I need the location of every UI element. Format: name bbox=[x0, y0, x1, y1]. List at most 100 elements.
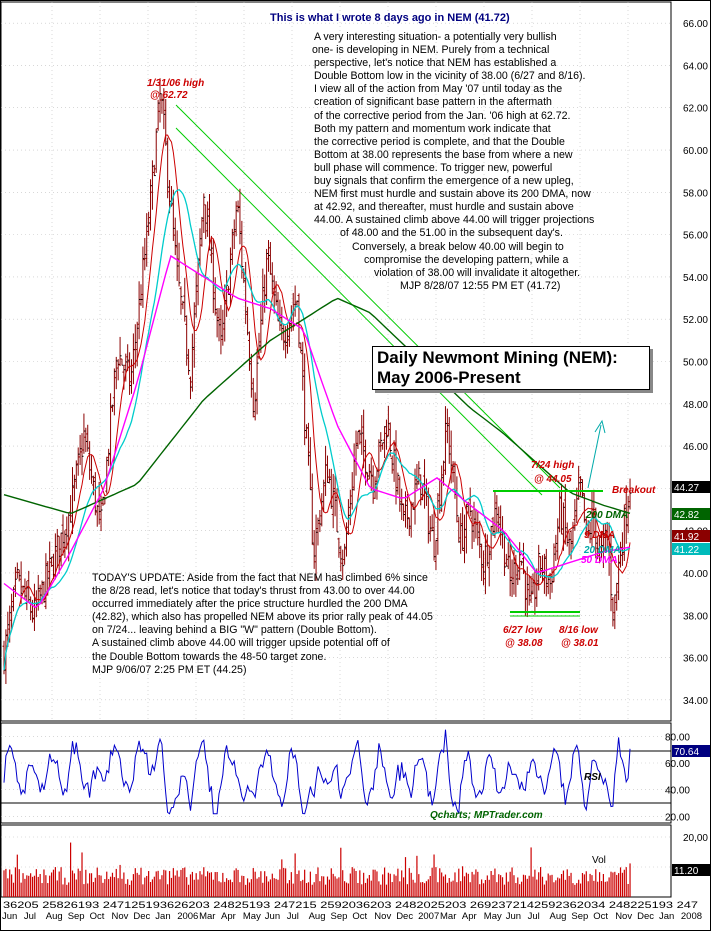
dma200-label: 200 DMA bbox=[585, 510, 628, 521]
x-month-label: 2008 bbox=[681, 911, 702, 922]
credit-label: Qcharts; MPTrader.com bbox=[430, 810, 543, 821]
commentary-line: one- is developing in NEM. Purely from a… bbox=[312, 44, 550, 57]
tag-last: 44.27 bbox=[674, 483, 699, 494]
price-tick-label: 50.00 bbox=[683, 358, 708, 369]
projection-arrow bbox=[587, 419, 606, 489]
x-month-label: Jun bbox=[2, 911, 17, 922]
dma50-label: 50 DMA bbox=[581, 555, 618, 566]
commentary-line: creation of significant base pattern in … bbox=[314, 96, 552, 109]
x-month-label: Apr bbox=[462, 911, 477, 922]
low-627-label-1: 6/27 low bbox=[503, 625, 543, 636]
dma50-line bbox=[3, 254, 631, 609]
right-tags: 44.27 42.82 41.92 41.22 bbox=[672, 481, 710, 556]
commentary-line: MJP 8/28/07 12:55 PM ET (41.72) bbox=[400, 279, 561, 292]
price-tick-label: 66.00 bbox=[683, 19, 708, 30]
commentary-line: Conversely, a break below 40.00 will beg… bbox=[352, 240, 564, 253]
dma9-line bbox=[3, 134, 631, 671]
trendline-lower bbox=[175, 127, 543, 496]
x-month-label: Aug bbox=[550, 911, 567, 922]
high-724-label-1: 7/24 high bbox=[531, 460, 574, 471]
commentary-line: 44.00. A sustained climb above 44.00 wil… bbox=[314, 214, 595, 227]
commentary-line: A very interesting situation- a potentia… bbox=[314, 31, 557, 43]
update-block: TODAY'S UPDATE: Aside from the fact that… bbox=[92, 572, 512, 677]
x-month-label: Jan bbox=[155, 911, 170, 922]
x-day-labels: 36205 25826193 247125193626203 24825193 … bbox=[3, 900, 698, 911]
price-tick-label: 62.00 bbox=[683, 104, 708, 115]
price-tick-label: 56.00 bbox=[683, 231, 708, 242]
x-month-label: Jul bbox=[24, 911, 36, 922]
tag-dma200: 42.82 bbox=[674, 510, 699, 521]
vol-label: Vol bbox=[592, 855, 606, 866]
high-724-label-2: @ 44.05 bbox=[534, 474, 572, 485]
low-816-label-1: 8/16 low bbox=[559, 625, 599, 636]
commentary-line: perspective, let's notice that NEM has e… bbox=[314, 57, 557, 70]
price-tick-label: 64.00 bbox=[683, 61, 708, 72]
commentary-line: Bottom at 38.00 represents the base from… bbox=[314, 148, 573, 161]
price-tick-label: 48.00 bbox=[683, 400, 708, 411]
x-month-label: May bbox=[484, 911, 502, 922]
x-month-label: Jul bbox=[287, 911, 299, 922]
x-month-label: Jul bbox=[528, 911, 540, 922]
rsi-tick-label: 20.00 bbox=[665, 812, 690, 823]
rsi-line bbox=[3, 729, 631, 815]
x-month-label: Jan bbox=[659, 911, 674, 922]
commentary-line: Double Bottom low in the vicinity of 38.… bbox=[314, 70, 586, 83]
chart-title: Daily Newmont Mining (NEM): May 2006-Pre… bbox=[372, 346, 650, 390]
update-line: the 8/28 read, let's notice that today's… bbox=[92, 585, 415, 598]
tag-dma20: 41.22 bbox=[674, 545, 699, 556]
update-line: on 7/24... leaving behind a BIG "W" patt… bbox=[92, 624, 377, 637]
price-tick-label: 58.00 bbox=[683, 188, 708, 199]
price-tick-label: 46.00 bbox=[683, 442, 708, 453]
volume-bars bbox=[3, 842, 631, 897]
rsi-label: RSI bbox=[584, 772, 601, 783]
tag-rsi: 70.64 bbox=[674, 747, 699, 758]
x-month-label: Oct bbox=[593, 911, 608, 922]
low-627-label-2: @ 38.08 bbox=[505, 638, 543, 649]
commentary-line: of the corrective period from the Jan. '… bbox=[314, 109, 571, 122]
x-month-labels: Jun Jul Aug Sep Oct Nov Dec Jan 2006 Mar Apr May Jun… bbox=[2, 911, 702, 922]
rsi-tick-label: 40.00 bbox=[665, 786, 690, 797]
price-tick-label: 36.00 bbox=[683, 654, 708, 665]
price-tick-label: 40.00 bbox=[683, 569, 708, 580]
x-month-label: Dec bbox=[133, 911, 150, 922]
x-month-label: Oct bbox=[90, 911, 105, 922]
rsi-tick-label: 60.00 bbox=[665, 759, 690, 770]
moving-averages bbox=[3, 134, 631, 671]
dma200-line bbox=[3, 297, 631, 514]
x-month-label: Sep bbox=[68, 911, 85, 922]
rsi-axis: 20.00 40.00 60.00 80.00 bbox=[665, 732, 690, 823]
x-month-label: Nov bbox=[374, 911, 391, 922]
price-tick-label: 54.00 bbox=[683, 273, 708, 284]
update-line: (42.82), which also has propelled NEM ab… bbox=[92, 611, 433, 624]
tag-dma9: 41.92 bbox=[674, 532, 699, 543]
header-title: This is what I wrote 8 days ago in NEM (… bbox=[270, 12, 510, 24]
dma20-label: 20 DMA bbox=[583, 545, 621, 556]
commentary-line: of 48.00 and the 51.00 in the subsequent… bbox=[340, 227, 563, 240]
x-month-label: May bbox=[243, 911, 261, 922]
x-month-label: Sep bbox=[571, 911, 588, 922]
x-month-label: Oct bbox=[352, 911, 367, 922]
x-month-label: Dec bbox=[396, 911, 413, 922]
x-month-label: Aug bbox=[46, 911, 63, 922]
x-month-label: Aug bbox=[309, 911, 326, 922]
price-tick-label: 60.00 bbox=[683, 146, 708, 157]
x-month-label: Mar bbox=[199, 911, 215, 922]
trendline-upper bbox=[175, 104, 561, 489]
chart-title-line-1: Daily Newmont Mining (NEM): bbox=[377, 348, 618, 367]
rsi-tick-label: 80.00 bbox=[665, 732, 690, 743]
commentary-line: the corrective period is complete, and t… bbox=[314, 135, 565, 148]
commentary-line: at 42.92, and thereafter, must hurdle an… bbox=[314, 201, 574, 214]
commentary-line: buy signals that confirm the emergence o… bbox=[314, 175, 574, 188]
x-month-label: Mar bbox=[440, 911, 456, 922]
commentary-line: violation of 38.00 will invalidate it al… bbox=[374, 266, 581, 279]
update-line: occurred immediately after the price str… bbox=[92, 598, 408, 611]
update-line: the Double Bottom towards the 48-50 targ… bbox=[92, 650, 327, 663]
chart-title-line-2: May 2006-Present bbox=[377, 368, 521, 387]
high-label-2: @ 62.72 bbox=[150, 90, 188, 101]
volume-tick-label: 20,00 bbox=[683, 833, 708, 844]
tag-vol: 11.20 bbox=[674, 866, 699, 877]
update-line: A sustained climb above 44.00 will trigg… bbox=[92, 637, 390, 650]
commentary-line: Both my pattern and momentum work indica… bbox=[314, 122, 551, 135]
low-816-label-2: @ 38.01 bbox=[561, 638, 599, 649]
